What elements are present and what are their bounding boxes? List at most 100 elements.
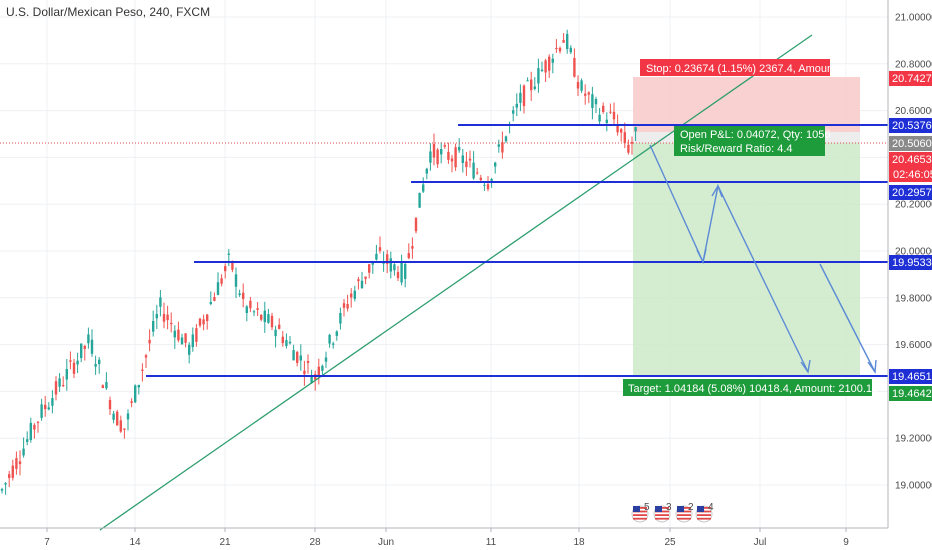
time-tick-label: Jun (378, 537, 394, 548)
candle-body (591, 94, 594, 109)
economic-events[interactable]: 5 3 2 4 (631, 502, 714, 523)
candle-body (126, 413, 130, 420)
candle-body (112, 413, 115, 420)
candle-body (321, 365, 324, 371)
candle-body (569, 47, 572, 53)
price-tick-label: 19.00000 (895, 481, 932, 492)
candle-body (386, 254, 389, 264)
candle-body (375, 253, 378, 260)
event-count: 2 (688, 502, 694, 513)
candle-body (285, 340, 288, 346)
candle-body (83, 345, 86, 349)
us-flag-icon[interactable]: 5 (631, 502, 650, 523)
target-badge[interactable]: Target: 1.04184 (5.08%) 10418.4, Amount:… (623, 379, 878, 396)
candle-body (342, 303, 346, 308)
candle-body (310, 376, 313, 384)
stop-loss-zone[interactable] (633, 77, 860, 132)
support3-price-text: 19.46515 (892, 371, 932, 383)
time-tick-label: 14 (129, 537, 141, 548)
candle-body (90, 339, 94, 354)
candle-body (144, 355, 148, 358)
target-price-tag: 19.46420 (889, 386, 932, 401)
candle-body (198, 318, 202, 326)
candle-body (389, 258, 392, 272)
candle-body (494, 162, 497, 167)
price-tick-label: 19.60000 (895, 340, 932, 351)
candle-body (587, 92, 590, 95)
trend-line[interactable] (99, 34, 813, 531)
symbol-title[interactable]: U.S. Dollar/Mexican Peso, 240, FXCM (6, 5, 211, 19)
projection-path[interactable] (649, 144, 876, 373)
candle-body (404, 263, 407, 279)
take-profit-zone[interactable] (633, 143, 860, 376)
time-tick-label: Jul (754, 537, 767, 548)
arrow-heads (696, 184, 877, 374)
candle-body (26, 439, 29, 442)
time-tick-label: 18 (573, 537, 585, 548)
candle-body (454, 147, 457, 168)
candle-body (411, 246, 414, 249)
candle-body (328, 334, 331, 344)
time-tick-label: 21 (219, 537, 231, 548)
candle-body (195, 328, 198, 342)
candle-body (162, 314, 166, 322)
candle-body (458, 147, 461, 151)
candle-body (400, 261, 403, 283)
stop-label: Stop: 0.23674 (1.15%) 2367.4, Amount: 75… (646, 63, 861, 75)
price-tick-label: 20.00000 (895, 247, 932, 258)
candle-body (450, 158, 454, 162)
candle-body (350, 293, 353, 298)
candle-body (65, 369, 68, 380)
candle-body (566, 33, 569, 50)
candle-body (609, 111, 612, 113)
candle-body (130, 401, 133, 403)
candle-body (206, 314, 209, 321)
candle-body (425, 168, 428, 174)
candle-body (346, 303, 349, 309)
open-pl-badge[interactable]: Open P&L: 0.04072, Qty: 1056 Risk/Reward… (674, 126, 830, 156)
candle-body (180, 337, 184, 345)
candle-body (393, 264, 396, 271)
candle-body (249, 300, 252, 309)
candle-body (263, 310, 266, 323)
candle-body (440, 149, 443, 155)
candle-body (562, 40, 565, 43)
candle-body (29, 422, 32, 441)
candle-body (148, 339, 151, 344)
candle-body (551, 58, 554, 63)
candle-body (252, 311, 256, 313)
candle-body (188, 344, 191, 355)
candle-body (62, 385, 65, 387)
candle-body (152, 320, 155, 332)
candle-body (533, 86, 536, 89)
candle-body (490, 178, 493, 181)
candle-body (623, 132, 626, 144)
risk-reward-label: Risk/Reward Ratio: 4.4 (680, 143, 793, 155)
candle-body (267, 314, 270, 323)
candle-body (512, 110, 515, 114)
us-flag-icon[interactable]: 3 (653, 502, 672, 523)
candle-body (357, 279, 360, 282)
candle-body (335, 331, 338, 336)
candle-body (72, 362, 76, 374)
candle-body (519, 92, 522, 103)
us-flag-icon[interactable]: 4 (695, 502, 714, 523)
candle-body (87, 334, 90, 344)
stop-badge[interactable]: Stop: 0.23674 (1.15%) 2367.4, Amount: 75… (640, 59, 861, 76)
candle-body (296, 351, 299, 363)
candle-body (209, 301, 212, 304)
time-axis[interactable]: 7 14 21 28 Jun 11 18 25 Jul 9 (44, 528, 849, 548)
resistance-price-text: 20.53761 (892, 120, 932, 132)
us-flag-icon[interactable]: 2 (675, 502, 694, 523)
candle-body (18, 461, 22, 465)
candle-body (173, 330, 176, 338)
candle-body (80, 343, 83, 359)
support3-price-tag: 19.46515 (889, 369, 932, 384)
candle-body (119, 420, 122, 432)
time-tick-label: 25 (664, 537, 676, 548)
current-price-tag: 20.46532 (889, 152, 932, 167)
candle-body (105, 382, 108, 389)
candle-body (339, 312, 342, 324)
